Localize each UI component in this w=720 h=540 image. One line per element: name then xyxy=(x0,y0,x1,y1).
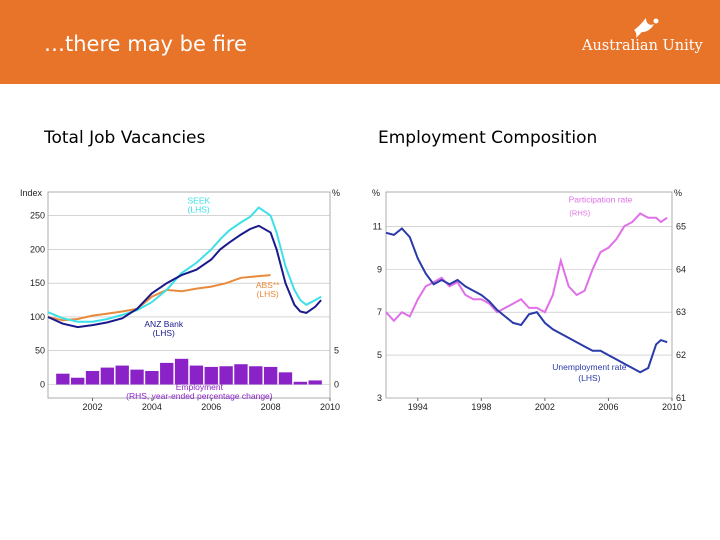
y-tick-label-right: 0 xyxy=(334,379,339,389)
y-tick-label-left: 9 xyxy=(377,264,382,274)
x-tick-label: 1998 xyxy=(471,402,491,412)
right-axis-label: % xyxy=(332,188,340,198)
logo-text: Australian Unity xyxy=(582,38,703,54)
employment-composition-chart: 3 5 7 9 11 61 62 63 64 65% % 1994 1998 2002 2006 2010 Pa… xyxy=(372,188,686,412)
y-tick-label-right: -5 xyxy=(334,413,342,414)
seek-label-sub: (LHS) xyxy=(188,204,210,214)
left-axis-label: Index xyxy=(20,188,43,198)
x-tick-label: 2006 xyxy=(598,402,618,412)
y-tick-label-left: 5 xyxy=(377,350,382,360)
y-tick-label-left: 0 xyxy=(40,379,45,389)
employment-bar xyxy=(204,366,218,385)
employment-bar xyxy=(130,369,144,385)
y-tick-label-left: 11 xyxy=(373,221,382,231)
x-tick-label: 1994 xyxy=(408,402,428,412)
brand-logo: Australian Unity xyxy=(582,16,712,76)
left-axis-label: % xyxy=(372,188,380,198)
participation-rate-label: Participation rate xyxy=(569,195,633,205)
y-tick-label-right: 62 xyxy=(676,350,686,360)
unemployment-rate-label-sub: (LHS) xyxy=(578,373,600,383)
x-tick-label: 2002 xyxy=(535,402,555,412)
unemployment-rate-line xyxy=(385,227,668,374)
abs-label-sub: (LHS) xyxy=(257,289,279,299)
seek-label: SEEK xyxy=(188,195,211,205)
participation-rate-line xyxy=(385,212,668,323)
y-tick-label-left: 250 xyxy=(30,211,45,221)
employment-bar xyxy=(56,373,70,385)
anz-bank-label-sub: (LHS) xyxy=(153,328,175,338)
employment-bar xyxy=(234,364,248,385)
employment-bar xyxy=(189,365,204,385)
x-tick-label: 2006 xyxy=(201,402,221,412)
right-axis-label: % xyxy=(674,188,682,198)
employment-bar xyxy=(100,367,115,385)
x-tick-label: 2010 xyxy=(662,402,682,412)
y-tick-label-left: 200 xyxy=(30,244,45,254)
employment-label: Employment xyxy=(176,382,224,392)
employment-bar xyxy=(145,370,159,385)
y-tick-label-right: 63 xyxy=(676,307,686,317)
employment-bar xyxy=(263,366,278,385)
y-tick-label-right: 5 xyxy=(334,346,339,356)
employment-label-sub: (RHS, year-ended percentage change) xyxy=(126,391,273,401)
x-tick-label: 2008 xyxy=(261,402,281,412)
employment-bar xyxy=(219,366,233,385)
left-chart-heading: Total Job Vacancies xyxy=(44,128,206,148)
seek-line xyxy=(47,206,322,323)
anz-bank-line xyxy=(47,224,322,329)
employment-bar xyxy=(85,370,100,385)
job-vacancies-chart: 05010015020025050-5Index%200220042006200… xyxy=(20,188,342,414)
employment-bar xyxy=(160,362,174,385)
bird-icon xyxy=(634,18,659,38)
employment-bar xyxy=(293,381,307,385)
x-tick-label: 2002 xyxy=(83,402,103,412)
unemployment-rate-label: Unemployment rate xyxy=(552,362,626,372)
employment-bar xyxy=(249,366,263,385)
plot-area xyxy=(47,191,331,399)
y-tick-label-left: 7 xyxy=(377,307,382,317)
anz-bank-label: ANZ Bank xyxy=(144,319,183,329)
y-tick-label-left: 150 xyxy=(30,278,45,288)
right-chart-heading: Employment Composition xyxy=(378,128,598,148)
employment-bar xyxy=(278,372,293,385)
x-tick-label: 2010 xyxy=(320,402,340,412)
abs-label: ABS** xyxy=(256,280,280,290)
y-tick-label-right: 61 xyxy=(676,393,686,403)
y-tick-label-right: 65 xyxy=(676,221,686,231)
slide-title: …there may be fire xyxy=(44,32,247,56)
employment-bar xyxy=(71,377,85,385)
participation-rate-label-sub: (RHS) xyxy=(569,209,590,218)
employment-bar xyxy=(115,365,129,385)
y-tick-label-left: 3 xyxy=(377,393,382,403)
employment-bar xyxy=(174,358,189,385)
y-tick-label-right: 64 xyxy=(676,264,686,274)
x-tick-label: 2004 xyxy=(142,402,162,412)
slide-header: …there may be fire Australian Unity xyxy=(0,0,720,84)
y-tick-label-left: 50 xyxy=(35,346,45,356)
y-tick-label-left: 100 xyxy=(30,312,45,322)
abs-line xyxy=(47,274,271,322)
employment-bar xyxy=(308,380,322,385)
